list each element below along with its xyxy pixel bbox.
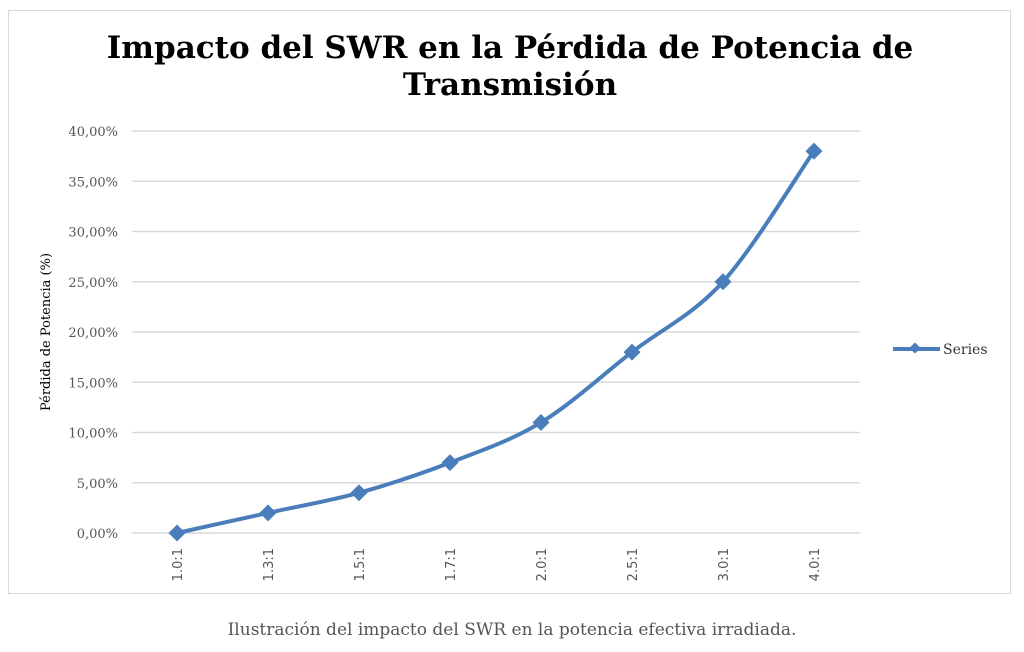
figure-caption: Ilustración del impacto del SWR en la po… bbox=[227, 620, 797, 640]
data-point bbox=[350, 484, 368, 502]
legend-marker bbox=[909, 342, 921, 354]
chart-frame bbox=[8, 10, 1011, 594]
x-tick-label: 1.0:1 bbox=[171, 548, 186, 581]
y-tick-label: 0,00% bbox=[77, 527, 118, 542]
x-tick-label: 3.0:1 bbox=[717, 548, 732, 581]
x-tick-label: 1.3:1 bbox=[262, 548, 277, 581]
data-point bbox=[623, 343, 641, 361]
y-tick-label: 5,00% bbox=[77, 477, 118, 492]
x-tick-label: 4.0:1 bbox=[808, 548, 823, 581]
data-point bbox=[714, 273, 732, 291]
y-tick-label: 10,00% bbox=[68, 427, 118, 442]
x-tick-label: 1.7:1 bbox=[444, 548, 459, 581]
data-point bbox=[532, 413, 550, 431]
data-point bbox=[259, 504, 277, 522]
y-tick-label: 40,00% bbox=[68, 125, 118, 140]
x-tick-label: 2.5:1 bbox=[626, 548, 641, 581]
series-line bbox=[176, 149, 816, 535]
y-tick-label: 35,00% bbox=[68, 175, 118, 190]
legend: Series bbox=[893, 342, 988, 358]
y-tick-label: 30,00% bbox=[68, 226, 118, 241]
y-tick-label: 15,00% bbox=[68, 376, 118, 391]
data-point bbox=[441, 454, 459, 472]
data-point bbox=[168, 524, 186, 542]
chart-title-line-2: Transmisión bbox=[403, 67, 617, 103]
data-point bbox=[805, 142, 823, 160]
y-tick-label: 20,00% bbox=[68, 326, 118, 341]
x-tick-label: 1.5:1 bbox=[353, 548, 368, 581]
legend-label: Series bbox=[943, 342, 988, 358]
y-axis-label: Pérdida de Potencia (%) bbox=[39, 253, 54, 411]
x-tick-label: 2.0:1 bbox=[535, 548, 550, 581]
y-tick-label: 25,00% bbox=[68, 276, 118, 291]
chart-title-line-1: Impacto del SWR en la Pérdida de Potenci… bbox=[107, 30, 914, 66]
